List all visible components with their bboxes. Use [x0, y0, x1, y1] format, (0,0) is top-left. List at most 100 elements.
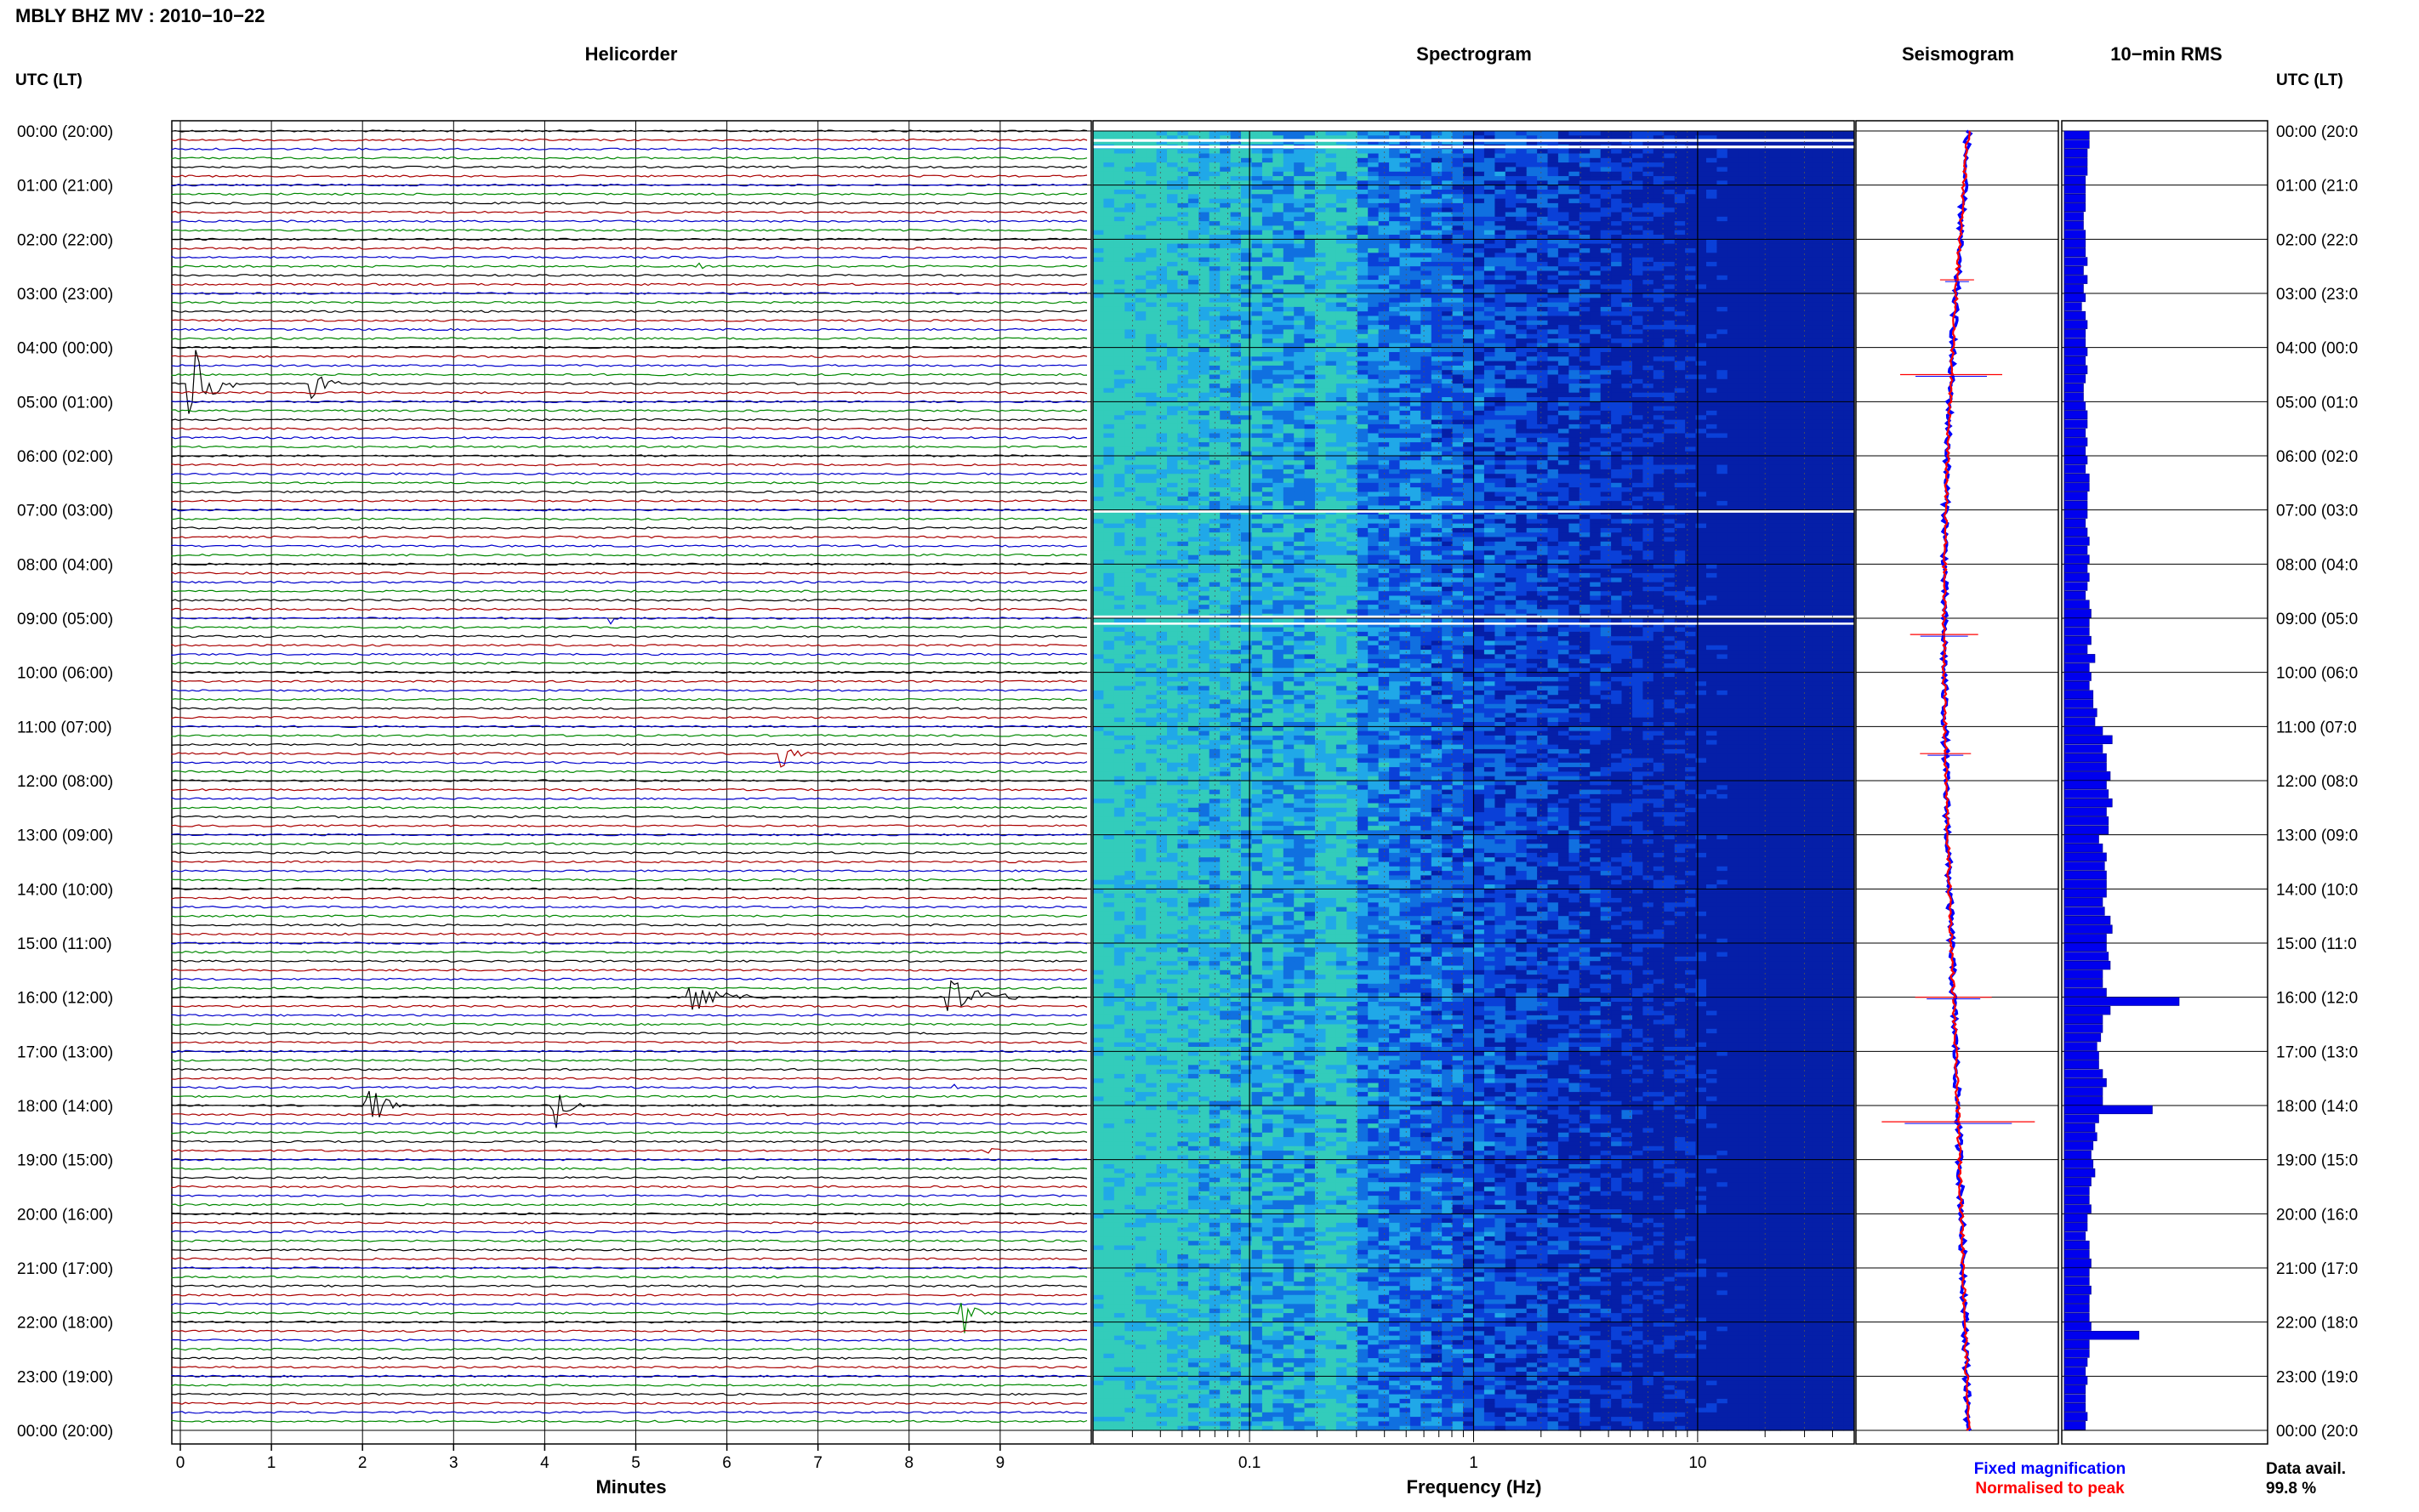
spectrogram-cell [1294, 244, 1305, 249]
spectrogram-cell [1548, 338, 1559, 344]
spectrogram-cell [1315, 194, 1326, 199]
spectrogram-cell [1262, 158, 1273, 163]
spectrogram-cell [1790, 194, 1801, 199]
spectrogram-cell [1738, 307, 1749, 312]
spectrogram-cell [1568, 280, 1579, 285]
spectrogram-cell [1103, 225, 1114, 230]
spectrogram-cell [1706, 406, 1717, 412]
spectrogram-cell [1484, 356, 1495, 361]
spectrogram-cell [1833, 230, 1844, 236]
spectrogram-cell [1759, 393, 1770, 398]
spectrogram-cell [1315, 271, 1326, 276]
spectrogram-cell [1177, 348, 1188, 353]
spectrogram-cell [1326, 411, 1337, 416]
spectrogram-cell [1611, 225, 1622, 230]
spectrogram-cell [1823, 158, 1834, 163]
spectrogram-cell [1484, 393, 1495, 398]
seismogram-title: Seismogram [1902, 43, 2014, 65]
minute-tick-label: 5 [631, 1454, 640, 1472]
spectrogram-cell [1601, 338, 1612, 344]
spectrogram-cell [1357, 401, 1369, 406]
spectrogram-cell [1548, 321, 1559, 326]
spectrogram-cell [1146, 284, 1157, 289]
spectrogram-cell [1568, 230, 1579, 236]
spectrogram-cell [1124, 199, 1136, 204]
spectrogram-cell [1326, 167, 1337, 172]
spectrogram-cell [1368, 203, 1379, 208]
spectrogram-cell [1833, 298, 1844, 303]
spectrogram-cell [1231, 284, 1242, 289]
spectrogram-cell [1241, 172, 1252, 177]
spectrogram-cell [1305, 401, 1316, 406]
spectrogram-cell [1749, 262, 1760, 267]
spectrogram-cell [1167, 311, 1178, 316]
spectrogram-cell [1315, 393, 1326, 398]
spectrogram-cell [1727, 401, 1739, 406]
spectrogram-cell [1336, 352, 1347, 357]
spectrogram-cell [1716, 262, 1727, 267]
spectrogram-cell [1305, 203, 1316, 208]
station-title: MBLY BHZ MV : 2010−10−22 [15, 5, 265, 26]
spectrogram-cell [1379, 429, 1390, 434]
spectrogram-cell [1368, 393, 1379, 398]
spectrogram-cell [1685, 221, 1696, 226]
minute-tick-label: 2 [358, 1454, 367, 1472]
spectrogram-cell [1442, 230, 1453, 236]
spectrogram-cell [1823, 149, 1834, 154]
spectrogram-cell [1442, 401, 1453, 406]
spectrogram-cell [1463, 262, 1474, 267]
spectrogram-cell [1590, 338, 1601, 344]
spectrogram-cell [1262, 266, 1273, 271]
spectrogram-cell [1527, 293, 1538, 298]
spectrogram-cell [1474, 172, 1485, 177]
spectrogram-cell [1590, 316, 1601, 321]
spectrogram-cell [1442, 303, 1453, 308]
spectrogram-cell [1801, 329, 1813, 334]
spectrogram-cell [1833, 293, 1844, 298]
spectrogram-cell [1801, 311, 1813, 316]
spectrogram-cell [1136, 154, 1147, 159]
spectrogram-cell [1315, 298, 1326, 303]
spectrogram-cell [1727, 248, 1739, 253]
spectrogram-cell [1262, 411, 1273, 416]
spectrogram-cell [1527, 401, 1538, 406]
spectrogram-cell [1188, 307, 1199, 312]
spectrogram-cell [1463, 217, 1474, 222]
spectrogram-cell [1431, 316, 1443, 321]
spectrogram-cell [1357, 384, 1369, 389]
spectrogram-cell [1379, 325, 1390, 330]
spectrogram-cell [1474, 424, 1485, 429]
spectrogram-cell [1664, 280, 1675, 285]
spectrogram-cell [1601, 280, 1612, 285]
spectrogram-cell [1410, 190, 1421, 195]
spectrogram-cell [1305, 158, 1316, 163]
spectrogram-cell [1833, 253, 1844, 258]
spectrogram-cell [1231, 253, 1242, 258]
spectrogram-cell [1442, 253, 1453, 258]
spectrogram-cell [1262, 356, 1273, 361]
spectrogram-cell [1590, 276, 1601, 281]
spectrogram-cell [1442, 406, 1453, 412]
spectrogram-cell [1484, 401, 1495, 406]
spectrogram-cell [1622, 348, 1633, 353]
spectrogram-cell [1749, 321, 1760, 326]
spectrogram-cell [1442, 154, 1453, 159]
spectrogram-cell [1146, 158, 1157, 163]
spectrogram-cell [1093, 244, 1104, 249]
spectrogram-cell [1231, 393, 1242, 398]
spectrogram-cell [1642, 384, 1653, 389]
spectrogram-cell [1103, 316, 1114, 321]
spectrogram-cell [1177, 338, 1188, 344]
spectrogram-cell [1379, 424, 1390, 429]
spectrogram-cell [1622, 303, 1633, 308]
spectrogram-cell [1622, 190, 1633, 195]
spectrogram-cell [1516, 158, 1527, 163]
spectrogram-cell [1579, 293, 1591, 298]
spectrogram-cell [1632, 149, 1643, 154]
spectrogram-cell [1167, 131, 1178, 136]
spectrogram-cell [1346, 248, 1357, 253]
spectrogram-cell [1505, 307, 1517, 312]
spectrogram-cell [1103, 284, 1114, 289]
spectrogram-cell [1527, 424, 1538, 429]
spectrogram-cell [1706, 284, 1717, 289]
